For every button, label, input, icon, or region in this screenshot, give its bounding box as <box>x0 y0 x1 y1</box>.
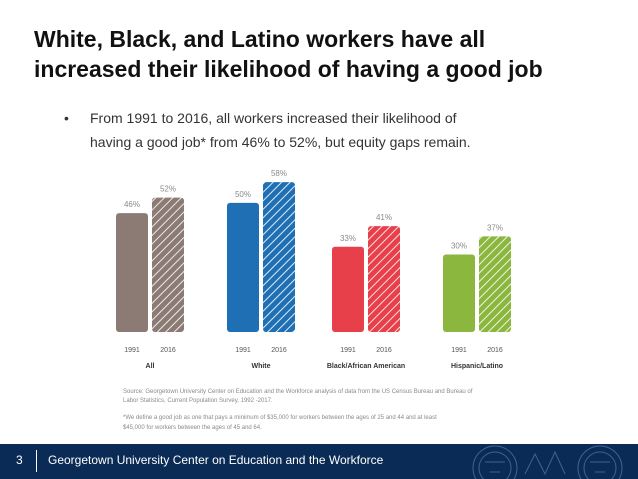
bar-1991 <box>443 254 475 332</box>
source-note: Source: Georgetown University Center on … <box>123 388 523 406</box>
year-tick-label: 1991 <box>340 347 356 354</box>
bullet-text-line-1: From 1991 to 2016, all workers increased… <box>90 110 457 126</box>
year-tick-label: 2016 <box>376 347 392 354</box>
footer-bar: 3 Georgetown University Center on Educat… <box>0 444 638 479</box>
bullet-text-line-2: having a good job* from 46% to 52%, but … <box>90 134 471 150</box>
value-label-2016: 41% <box>376 213 392 222</box>
source-line-1: Source: Georgetown University Center on … <box>123 389 473 395</box>
title-line-2: increased their likelihood of having a g… <box>34 56 543 82</box>
bar-2016 <box>368 226 400 332</box>
footer-divider <box>36 450 37 472</box>
source-line-2: Labor Statistics, Current Population Sur… <box>123 398 273 404</box>
bar-1991 <box>227 202 259 332</box>
footer-organization: Georgetown University Center on Educatio… <box>48 453 384 467</box>
slide-title: White, Black, and Latino workers have al… <box>34 24 614 84</box>
value-label-1991: 33% <box>340 234 356 243</box>
footnote-line-1: *We define a good job as one that pays a… <box>123 415 437 421</box>
category-label: Black/African American <box>327 363 405 370</box>
category-label: Hispanic/Latino <box>451 363 503 370</box>
georgetown-seal-icon <box>472 445 623 479</box>
value-label-1991: 50% <box>235 190 251 199</box>
bullet-point: • From 1991 to 2016, all workers increas… <box>64 106 564 154</box>
bar-2016 <box>152 197 184 332</box>
bar-2016 <box>263 182 295 332</box>
bullet-icon: • <box>64 110 69 126</box>
category-label: All <box>146 363 155 370</box>
bar-2016 <box>479 236 511 332</box>
page-number: 3 <box>16 453 23 467</box>
year-tick-label: 1991 <box>235 347 251 354</box>
value-label-2016: 37% <box>487 223 503 232</box>
footnote-line-2: $45,000 for workers between the ages of … <box>123 425 262 431</box>
bar-1991 <box>332 246 364 332</box>
value-label-1991: 46% <box>124 200 140 209</box>
bar-1991 <box>116 213 148 332</box>
year-tick-label: 1991 <box>124 347 140 354</box>
value-label-1991: 30% <box>451 242 467 251</box>
year-tick-label: 2016 <box>487 347 503 354</box>
year-tick-label: 2016 <box>271 347 287 354</box>
year-tick-label: 1991 <box>451 347 467 354</box>
value-label-2016: 58% <box>271 169 287 178</box>
category-label: White <box>251 363 270 370</box>
value-label-2016: 52% <box>160 185 176 194</box>
year-tick-label: 2016 <box>160 347 176 354</box>
title-line-1: White, Black, and Latino workers have al… <box>34 26 486 52</box>
bar-chart: 46% 52% 1991 2016 All 50% 58% 1991 2016 White 33% 4… <box>116 169 511 370</box>
footnote: *We define a good job as one that pays a… <box>123 413 523 433</box>
